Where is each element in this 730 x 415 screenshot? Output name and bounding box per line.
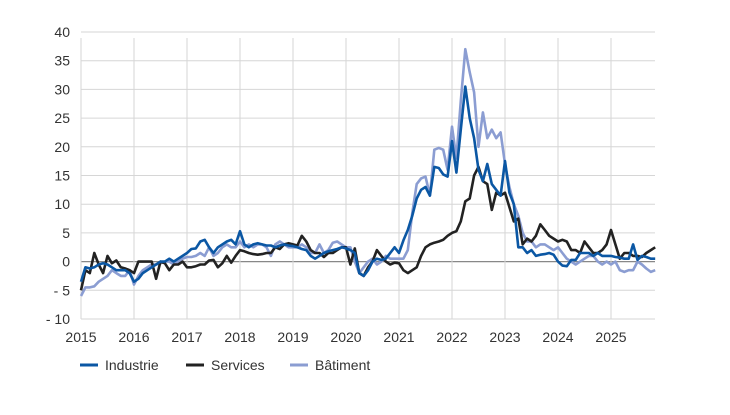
x-tick-label: 2022 [436, 329, 467, 345]
y-tick-label: 10 [54, 196, 70, 212]
y-axis: 40 35 30 25 20 15 10 5 0 - 5 - 10 [46, 24, 70, 327]
legend: Industrie Services Bâtiment [80, 357, 370, 373]
x-tick-label: 2016 [118, 329, 149, 345]
x-tick-label: 2021 [383, 329, 414, 345]
x-axis: 2015 2016 2017 2018 2019 2020 2021 2022 2023 2024… [65, 329, 626, 345]
y-tick-label: 20 [54, 139, 70, 155]
x-tick-label: 2023 [489, 329, 520, 345]
series-line-industrie [79, 85, 656, 284]
y-tick-label: - 5 [54, 282, 71, 298]
x-tick-label: 2025 [595, 329, 626, 345]
x-tick-label: 2019 [277, 329, 308, 345]
y-tick-label: 35 [54, 53, 70, 69]
y-tick-label: 0 [62, 254, 70, 270]
series-line-services [79, 165, 656, 291]
y-tick-label: 40 [54, 24, 70, 40]
grid [80, 31, 655, 320]
x-tick-label: 2015 [65, 329, 96, 345]
legend-label: Services [211, 357, 265, 373]
legend-label: Bâtiment [315, 357, 370, 373]
y-tick-label: - 10 [46, 311, 70, 327]
x-tick-label: 2020 [330, 329, 361, 345]
y-tick-label: 30 [54, 81, 70, 97]
x-tick-label: 2017 [171, 329, 202, 345]
y-tick-label: 5 [62, 225, 70, 241]
x-tick-label: 2024 [542, 329, 573, 345]
series-lines [79, 47, 656, 297]
y-tick-label: 15 [54, 168, 70, 184]
y-tick-label: 25 [54, 110, 70, 126]
legend-label: Industrie [105, 357, 159, 373]
x-tick-label: 2018 [224, 329, 255, 345]
series-line-bâtiment [79, 47, 656, 297]
